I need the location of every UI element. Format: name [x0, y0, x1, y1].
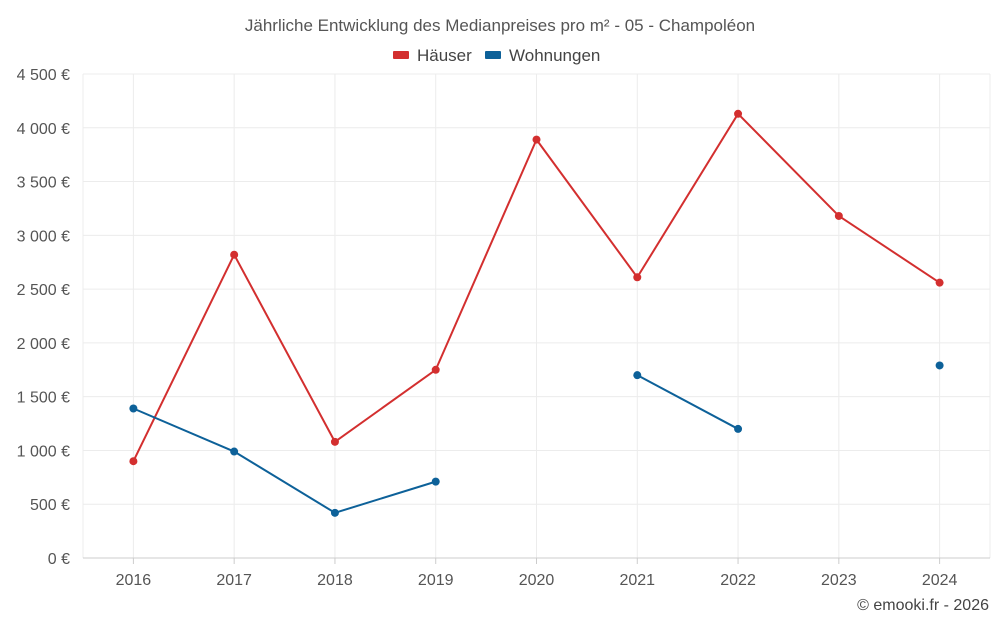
y-tick-label: 4 000 € [17, 121, 70, 138]
data-point[interactable] [935, 361, 944, 370]
legend-swatch-wohnungen [485, 51, 501, 59]
series-line [132, 407, 437, 514]
data-point[interactable] [230, 447, 239, 456]
data-point[interactable] [330, 437, 339, 446]
data-point[interactable] [935, 278, 944, 287]
data-point[interactable] [633, 273, 642, 282]
x-tick-label: 2021 [619, 572, 655, 589]
y-tick-label: 4 500 € [17, 67, 70, 84]
y-tick-label: 3 000 € [17, 228, 70, 245]
legend-swatch-haeuser [393, 51, 409, 59]
series-layer [129, 109, 944, 517]
x-tick-label: 2022 [720, 572, 756, 589]
x-tick-label: 2020 [519, 572, 555, 589]
data-point[interactable] [734, 109, 743, 118]
data-point[interactable] [834, 211, 843, 220]
y-tick-label: 1 500 € [17, 390, 70, 407]
series-0 [129, 109, 944, 466]
data-point[interactable] [633, 371, 642, 380]
x-tick-label: 2023 [821, 572, 857, 589]
series-1 [129, 361, 944, 517]
data-point[interactable] [129, 404, 138, 413]
legend: Häuser Wohnungen [393, 46, 600, 65]
x-tick-label: 2018 [317, 572, 353, 589]
x-tick-label: 2016 [116, 572, 152, 589]
data-point[interactable] [734, 424, 743, 433]
data-point[interactable] [129, 457, 138, 466]
y-tick-label: 500 € [30, 497, 70, 514]
credit-text: © emooki.fr - 2026 [857, 597, 989, 614]
chart-title: Jährliche Entwicklung des Medianpreises … [245, 16, 755, 35]
x-tick-label: 2019 [418, 572, 454, 589]
axes: 0 € 500 € 1 000 € 1 500 € 2 000 € 2 500 € 3 00… [17, 67, 990, 589]
data-point[interactable] [330, 508, 339, 517]
data-point[interactable] [431, 477, 440, 486]
data-point[interactable] [431, 365, 440, 374]
y-tick-label: 2 500 € [17, 282, 70, 299]
data-point[interactable] [532, 135, 541, 144]
series-line [636, 374, 739, 430]
x-tick-label: 2017 [216, 572, 252, 589]
y-tick-label: 1 000 € [17, 443, 70, 460]
legend-label-haeuser: Häuser [417, 46, 472, 65]
data-point[interactable] [230, 250, 239, 259]
y-tick-label: 3 500 € [17, 175, 70, 192]
x-tick-label: 2024 [922, 572, 958, 589]
y-tick-label: 0 € [48, 551, 70, 568]
grid [82, 73, 991, 559]
legend-label-wohnungen: Wohnungen [509, 46, 600, 65]
y-tick-label: 2 000 € [17, 336, 70, 353]
